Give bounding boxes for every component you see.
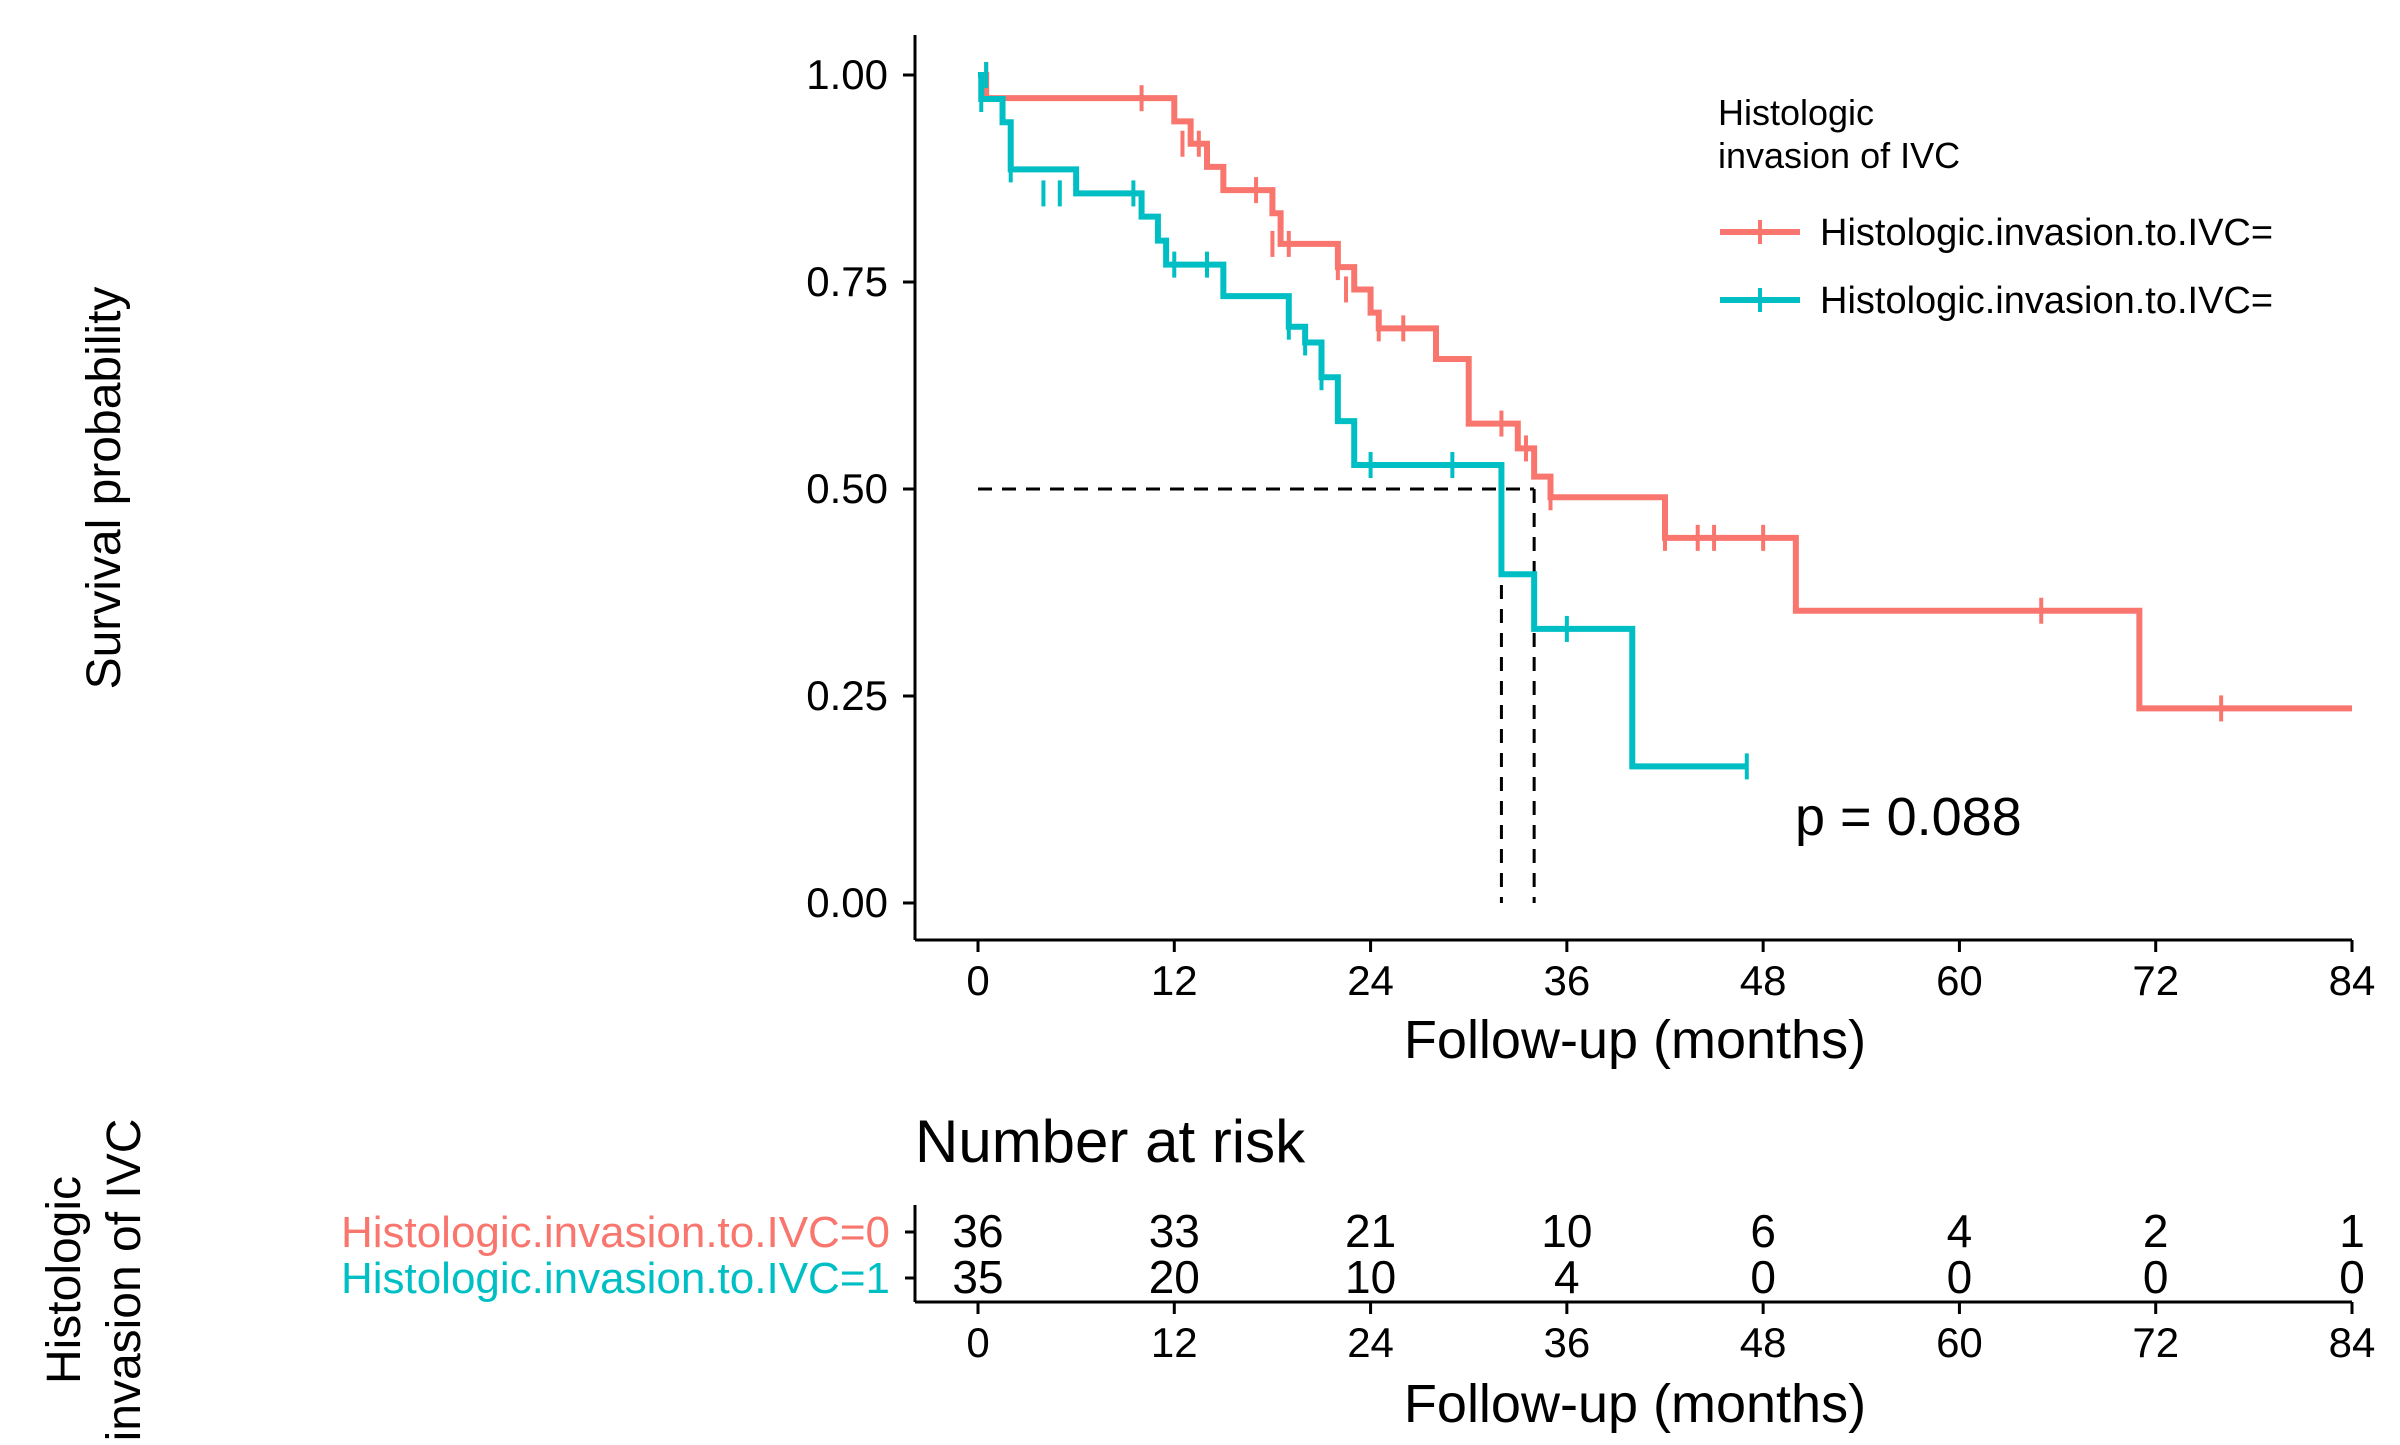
risk-cell-row1: 0 — [1947, 1251, 1973, 1303]
risk-x-tick-label: 84 — [2329, 1319, 2376, 1366]
risk-table-y-label-line1: Histologic — [38, 1176, 91, 1384]
risk-table-cells: 36 33 21 10 6 4 2 135 20 10 4 0 0 0 0 — [952, 1205, 2364, 1303]
risk-x-tick-label: 48 — [1740, 1319, 1787, 1366]
x-tick-label: 60 — [1936, 957, 1983, 1004]
risk-cell-row0: 36 — [952, 1205, 1003, 1257]
censor-marks — [979, 62, 2224, 780]
risk-cell-row0: 1 — [2339, 1205, 2365, 1257]
risk-cell-row0: 4 — [1947, 1205, 1973, 1257]
risk-row-label-0: Histologic.invasion.to.IVC=0 — [341, 1208, 890, 1257]
legend: Histologic invasion of IVC Histologic.in… — [1718, 92, 2273, 322]
y-axis-ticks: 0.00 0.25 0.50 0.75 1.00 — [806, 51, 915, 926]
risk-cell-row0: 33 — [1149, 1205, 1200, 1257]
risk-table: Number at risk Histologic.invasion.to.IV… — [38, 1108, 2375, 1441]
y-tick-label: 0.50 — [806, 465, 888, 512]
x-tick-label: 12 — [1151, 957, 1198, 1004]
p-value-annotation: p = 0.088 — [1795, 787, 2022, 847]
risk-cell-row1: 0 — [1750, 1251, 1776, 1303]
risk-table-title: Number at risk — [915, 1108, 1306, 1175]
y-tick-label: 0.75 — [806, 258, 888, 305]
risk-x-tick-label: 36 — [1543, 1319, 1590, 1366]
legend-label-group1: Histologic.invasion.to.IVC= — [1820, 280, 2273, 322]
risk-table-x-ticks: 0 12 24 36 48 60 72 84 — [966, 1302, 2375, 1366]
y-tick-label: 0.00 — [806, 879, 888, 926]
risk-cell-row0: 2 — [2143, 1205, 2169, 1257]
x-axis-ticks: 0 12 24 36 48 60 72 84 — [966, 940, 2375, 1004]
risk-x-tick-label: 0 — [966, 1319, 989, 1366]
x-tick-label: 24 — [1347, 957, 1394, 1004]
y-axis-label: Survival probability — [78, 287, 131, 690]
legend-entry-group1: Histologic.invasion.to.IVC= — [1720, 280, 2273, 322]
risk-cell-row1: 35 — [952, 1251, 1003, 1303]
y-tick-label: 0.25 — [806, 672, 888, 719]
risk-cell-row1: 4 — [1554, 1251, 1580, 1303]
legend-title-line2: invasion of IVC — [1718, 135, 1960, 176]
risk-cell-row1: 20 — [1149, 1251, 1200, 1303]
y-tick-label: 1.00 — [806, 51, 888, 98]
x-tick-label: 48 — [1740, 957, 1787, 1004]
risk-row-label-1: Histologic.invasion.to.IVC=1 — [341, 1254, 890, 1303]
risk-cell-row0: 6 — [1750, 1205, 1776, 1257]
risk-x-tick-label: 24 — [1347, 1319, 1394, 1366]
survival-curves — [978, 72, 2352, 770]
risk-cell-row1: 0 — [2339, 1251, 2365, 1303]
risk-cell-row1: 0 — [2143, 1251, 2169, 1303]
survival-plot: 0.00 0.25 0.50 0.75 1.00 0 12 24 36 48 60 72 84 Sur… — [78, 35, 2375, 1070]
median-survival-lines — [978, 487, 1536, 903]
risk-table-x-label: Follow-up (months) — [1404, 1374, 1866, 1434]
risk-x-tick-label: 12 — [1151, 1319, 1198, 1366]
risk-table-y-label-line2: invasion of IVC — [98, 1119, 151, 1442]
x-tick-label: 0 — [966, 957, 989, 1004]
risk-cell-row0: 21 — [1345, 1205, 1396, 1257]
x-tick-label: 72 — [2132, 957, 2179, 1004]
legend-title-line1: Histologic — [1718, 92, 1874, 133]
legend-entry-group0: Histologic.invasion.to.IVC= — [1720, 212, 2273, 254]
survival-curve-group0 — [978, 72, 2352, 712]
legend-label-group0: Histologic.invasion.to.IVC= — [1820, 212, 2273, 254]
x-axis-label: Follow-up (months) — [1404, 1010, 1866, 1070]
risk-x-tick-label: 72 — [2132, 1319, 2179, 1366]
risk-x-tick-label: 60 — [1936, 1319, 1983, 1366]
x-tick-label: 84 — [2329, 957, 2376, 1004]
x-tick-label: 36 — [1543, 957, 1590, 1004]
risk-cell-row0: 10 — [1541, 1205, 1592, 1257]
risk-cell-row1: 10 — [1345, 1251, 1396, 1303]
survival-curve-group1 — [978, 72, 1747, 770]
